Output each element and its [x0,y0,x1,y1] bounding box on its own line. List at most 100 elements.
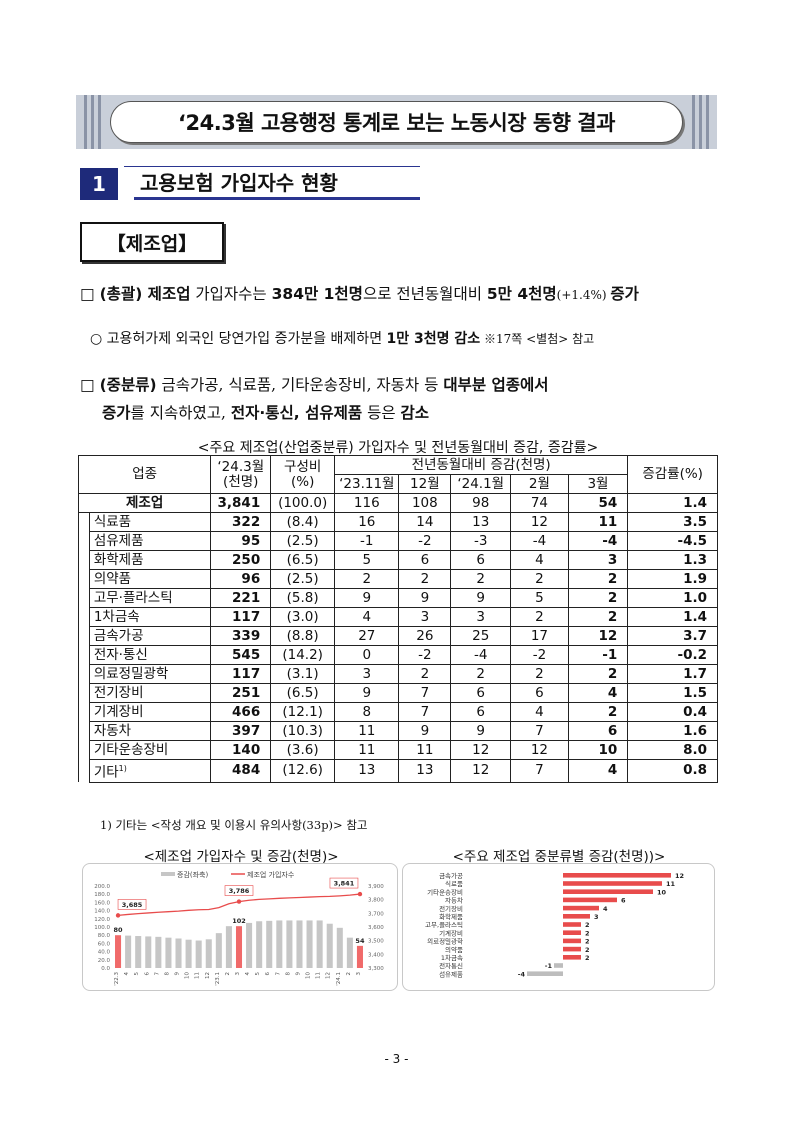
category-label: 1차금속 [441,953,463,962]
cell-m4: 4 [510,550,569,570]
row-indent [78,702,90,722]
table-row-total: 제조업 3,841 (100.0) 116 108 98 74 54 1.4 [77,493,718,513]
para-emphasis: 5만 4천명 [486,285,557,303]
cell-count: 322 [210,512,272,532]
legend-label-line: 제조업 가입자수 [247,870,295,879]
cell-m2: -2 [398,645,452,665]
cell-share: (2.5) [270,569,336,589]
cell-m4: 17 [510,626,569,646]
cell-name-footnote-mark: 1) [118,764,127,773]
banner-stripe [84,95,87,149]
bar [175,938,182,968]
cell-m4: 2 [510,569,569,589]
category-label: 전자통신 [439,961,463,970]
bar [246,922,253,968]
row-indent [78,607,90,627]
para-emphasis: 대부분 업종에서 [443,376,549,394]
para-lead: (중분류) [99,376,157,394]
para-text: 를 지속하였고, [130,404,231,422]
page-title: ‘24.3월 고용행정 통계로 보는 노동시장 동향 결과 [110,101,683,143]
para-lead: (총괄) 제조업 [99,285,191,303]
category-label: 화학제품 [439,912,463,921]
cell-m4: 12 [510,740,569,760]
y-right-tick: 3,500 [368,939,384,945]
bar [326,923,333,968]
bar [306,920,313,968]
legend-label-bars: 증감(좌축) [177,870,208,879]
table-row: 섬유제품 95 (2.5) -1 -2 -3 -4 -4 -4.5 [78,531,718,551]
banner-stripe [699,95,702,149]
cell-name-text: 자동차 [93,722,132,739]
cell-m1: 2 [334,569,400,589]
category-label: 의료정밀광학 [427,937,463,946]
cell-rate: 1.0 [627,588,718,608]
data-label: 2 [585,929,590,937]
cell-name-text: 고무·플라스틱 [93,589,173,606]
x-tick-label: 9 [175,972,181,976]
cell-name: 기타1) [88,759,212,783]
bar [195,940,202,968]
data-label: -4 [518,970,526,978]
bar [563,897,617,903]
para-emphasis: 전자·통신, 섬유제품 [230,404,363,422]
y-left-tick: 0.0 [101,966,110,972]
cell-m3: 6 [450,702,512,722]
bar [563,946,581,952]
data-label: 2 [585,946,590,954]
cell-count: 140 [210,740,272,760]
legend-swatch-bars [161,872,175,876]
cell-m2: 9 [398,721,452,741]
y-left-tick: 200.0 [94,884,110,890]
cell-name-text: 기계장비 [93,703,144,720]
chart2-title: <주요 제조업 중분류별 증감(천명))> [452,849,666,865]
x-tick-label: '24.1 [336,972,342,986]
cell-name-text: 화학제품 [93,551,144,568]
chart1-panel: 증감(좌축) 제조업 가입자수 200.0 180.0 160.0 140.0 120.0 1… [82,863,398,991]
cell-m2: 3 [398,607,452,627]
para-text: (+1.4%) [556,288,611,302]
category-label: 기계장비 [439,928,463,937]
bullet-square: □ [80,376,95,394]
row-indent [78,645,90,665]
cell-share: (12.6) [270,759,336,783]
cell-name: 섬유제품 [88,531,212,551]
row-indent [78,740,90,760]
cell-m4: 7 [510,759,569,783]
x-tick-label: 7 [154,972,160,976]
bar-data-label: 54 [355,937,365,945]
line-point [357,891,363,897]
para-text: ※17쪽 <별첨> 참고 [480,332,595,346]
y-left-tick: 140.0 [94,909,110,915]
combo-chart: 증감(좌축) 제조업 가입자수200.0180.0160.0140.0120.01… [94,870,384,986]
category-label: 의약품 [445,945,463,954]
bar [266,920,273,968]
data-label: 3 [594,913,599,921]
cell-m4: 7 [510,721,569,741]
header-month: 2월 [510,474,569,494]
cell-name-text: 전자·통신 [93,646,148,663]
section-number: 1 [80,168,118,200]
cell-m4: 74 [510,493,569,513]
cell-rate: 8.0 [627,740,718,760]
para-text: 가입자수는 [190,285,272,303]
cell-count: 397 [210,721,272,741]
category-label: 기타운송장비 [427,887,463,896]
data-label: 12 [675,872,684,880]
line-point [115,913,121,918]
cell-m5: 3 [567,550,629,570]
cell-m3: 2 [450,569,512,589]
bar [336,927,343,968]
cell-m5: 2 [567,664,629,684]
x-tick-label: 11 [195,972,201,979]
cell-rate: 3.7 [627,626,718,646]
cell-count: 3,841 [210,493,272,513]
cell-m2: 13 [398,759,452,783]
cell-count: 221 [210,588,272,608]
bullet-square: □ [80,285,95,303]
cell-m3: 12 [450,759,512,783]
bar [563,889,653,894]
cell-m5: 12 [567,626,629,646]
table-row: 기타1) 484 (12.6) 13 13 12 7 4 0.8 [78,759,718,783]
chart1-title: <제조업 가입자수 및 증감(천명)> [143,849,339,865]
row-indent [78,759,90,782]
